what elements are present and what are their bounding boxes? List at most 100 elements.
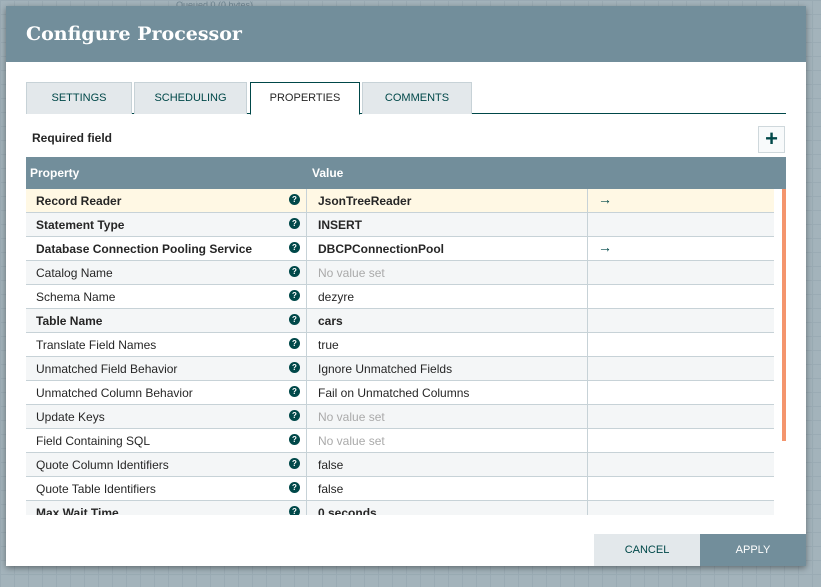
column-header-property[interactable]: Property xyxy=(30,166,80,180)
column-divider xyxy=(306,285,307,308)
column-divider xyxy=(306,333,307,356)
column-divider xyxy=(306,213,307,236)
property-value[interactable]: dezyre xyxy=(318,290,355,304)
column-divider xyxy=(306,357,307,380)
property-name: Database Connection Pooling Service xyxy=(36,242,253,256)
property-value[interactable]: No value set xyxy=(318,410,385,424)
column-divider xyxy=(306,405,307,428)
tab-bar: SETTINGS SCHEDULING PROPERTIES COMMENTS xyxy=(26,82,786,115)
canvas-queue-label: Queued 0 (0 bytes) xyxy=(176,0,254,10)
property-name: Max Wait Time xyxy=(36,506,119,515)
help-icon[interactable]: ? xyxy=(289,386,300,397)
go-to-service-arrow-icon[interactable]: → xyxy=(598,239,612,255)
column-divider xyxy=(587,309,588,332)
help-icon[interactable]: ? xyxy=(289,410,300,421)
table-row[interactable]: Field Containing SQL ? No value set xyxy=(26,429,774,453)
add-property-button[interactable]: + xyxy=(758,126,785,153)
table-row[interactable]: Table Name ? cars xyxy=(26,309,774,333)
tab-properties[interactable]: PROPERTIES xyxy=(250,82,360,115)
table-row[interactable]: Database Connection Pooling Service ? DB… xyxy=(26,237,774,261)
column-divider xyxy=(587,285,588,308)
help-icon[interactable]: ? xyxy=(289,362,300,373)
property-value[interactable]: Ignore Unmatched Fields xyxy=(318,362,453,376)
column-divider xyxy=(587,261,588,284)
table-row[interactable]: Max Wait Time ? 0 seconds xyxy=(26,501,774,515)
property-name: Table Name xyxy=(36,314,103,328)
property-value[interactable]: Fail on Unmatched Columns xyxy=(318,386,470,400)
property-value[interactable]: No value set xyxy=(318,266,385,280)
column-divider xyxy=(587,237,588,260)
property-value[interactable]: false xyxy=(318,458,344,472)
help-icon[interactable]: ? xyxy=(289,290,300,301)
property-value[interactable]: true xyxy=(318,338,339,352)
table-row[interactable]: Unmatched Field Behavior ? Ignore Unmatc… xyxy=(26,357,774,381)
column-divider xyxy=(587,189,588,212)
help-icon[interactable]: ? xyxy=(289,338,300,349)
help-icon[interactable]: ? xyxy=(289,482,300,493)
column-divider xyxy=(587,381,588,404)
apply-button[interactable]: APPLY xyxy=(700,534,806,566)
property-value[interactable]: INSERT xyxy=(318,218,363,232)
plus-icon: + xyxy=(765,126,778,151)
table-row[interactable]: Schema Name ? dezyre xyxy=(26,285,774,309)
property-value[interactable]: 0 seconds xyxy=(318,506,377,515)
table-row[interactable]: Statement Type ? INSERT xyxy=(26,213,774,237)
column-divider xyxy=(306,477,307,500)
dialog-title: Configure Processor xyxy=(6,6,806,62)
tab-scheduling[interactable]: SCHEDULING xyxy=(134,82,247,114)
property-value[interactable]: false xyxy=(318,482,344,496)
property-name: Statement Type xyxy=(36,218,125,232)
table-row[interactable]: Catalog Name ? No value set xyxy=(26,261,774,285)
column-divider xyxy=(587,405,588,428)
help-icon[interactable]: ? xyxy=(289,314,300,325)
go-to-service-arrow-icon[interactable]: → xyxy=(598,191,612,207)
property-name: Unmatched Column Behavior xyxy=(36,386,193,400)
property-name: Schema Name xyxy=(36,290,116,304)
help-icon[interactable]: ? xyxy=(289,434,300,445)
column-divider xyxy=(306,501,307,515)
help-icon[interactable]: ? xyxy=(289,458,300,469)
property-value[interactable]: DBCPConnectionPool xyxy=(318,242,444,256)
table-row[interactable]: Quote Column Identifiers ? false xyxy=(26,453,774,477)
table-row[interactable]: Record Reader ? JsonTreeReader → xyxy=(26,189,774,213)
property-value[interactable]: cars xyxy=(318,314,343,328)
column-divider xyxy=(306,261,307,284)
column-divider xyxy=(306,453,307,476)
column-divider xyxy=(306,381,307,404)
property-name: Field Containing SQL xyxy=(36,434,151,448)
property-name: Quote Table Identifiers xyxy=(36,482,156,496)
column-divider xyxy=(587,429,588,452)
configure-processor-dialog: Configure Processor SETTINGS SCHEDULING … xyxy=(6,6,806,566)
column-divider xyxy=(306,309,307,332)
table-header: Property Value xyxy=(26,157,786,189)
scrollbar[interactable] xyxy=(782,189,786,441)
column-divider xyxy=(306,237,307,260)
tab-settings[interactable]: SETTINGS xyxy=(26,82,132,114)
required-field-label: Required field xyxy=(32,131,113,145)
column-divider xyxy=(306,189,307,212)
column-divider xyxy=(587,453,588,476)
help-icon[interactable]: ? xyxy=(289,506,300,515)
property-name: Update Keys xyxy=(36,410,105,424)
column-header-value[interactable]: Value xyxy=(312,166,344,180)
property-name: Quote Column Identifiers xyxy=(36,458,169,472)
property-name: Translate Field Names xyxy=(36,338,157,352)
cancel-button[interactable]: CANCEL xyxy=(594,534,700,566)
column-divider xyxy=(587,477,588,500)
help-icon[interactable]: ? xyxy=(289,266,300,277)
property-name: Record Reader xyxy=(36,194,122,208)
table-row[interactable]: Quote Table Identifiers ? false xyxy=(26,477,774,501)
property-value[interactable]: JsonTreeReader xyxy=(318,194,412,208)
properties-table-body: Record Reader ? JsonTreeReader → Statemen… xyxy=(26,189,774,515)
column-divider xyxy=(587,213,588,236)
table-row[interactable]: Update Keys ? No value set xyxy=(26,405,774,429)
column-divider xyxy=(587,357,588,380)
column-divider xyxy=(587,333,588,356)
tab-comments[interactable]: COMMENTS xyxy=(362,82,472,114)
help-icon[interactable]: ? xyxy=(289,242,300,253)
table-row[interactable]: Unmatched Column Behavior ? Fail on Unma… xyxy=(26,381,774,405)
table-row[interactable]: Translate Field Names ? true xyxy=(26,333,774,357)
help-icon[interactable]: ? xyxy=(289,218,300,229)
help-icon[interactable]: ? xyxy=(289,194,300,205)
property-value[interactable]: No value set xyxy=(318,434,385,448)
